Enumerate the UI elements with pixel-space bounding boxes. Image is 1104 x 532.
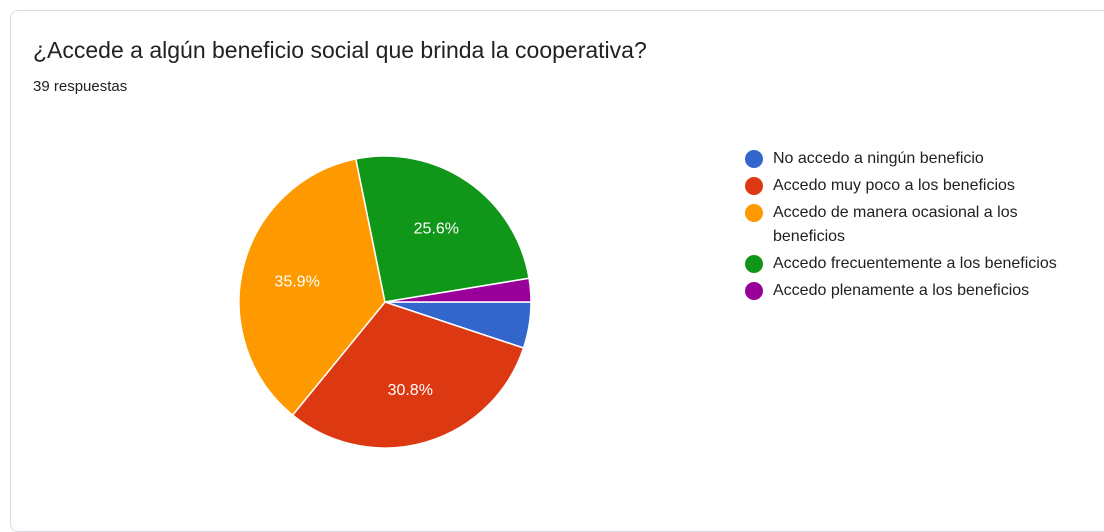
legend-swatch [745,204,763,222]
pie-chart: 30.8% 35.9% 25.6% [238,155,532,449]
slice-label-2: 30.8% [388,382,433,399]
slice-label-4: 25.6% [414,220,459,237]
legend-label: Accedo muy poco a los beneficios [773,177,1015,194]
legend-item[interactable]: Accedo de manera ocasional a los benefic… [745,201,1095,249]
legend-swatch [745,177,763,195]
legend-label: Accedo plenamente a los beneficios [773,282,1030,299]
pie-slice-3[interactable] [238,158,386,417]
legend-swatch [745,150,763,168]
legend-swatch [745,255,763,273]
question-card [10,10,1104,532]
legend-label: Accedo frecuentemente a los beneficios [773,255,1057,272]
pie-slice-4[interactable] [354,155,530,303]
legend-item[interactable]: Accedo plenamente a los beneficios [745,279,1095,303]
question-title: ¿Accede a algún beneficio social que bri… [33,37,647,63]
legend-item[interactable]: Accedo frecuentemente a los beneficios [745,252,1095,276]
response-count: 39 respuestas [33,78,128,95]
pie-slice-2[interactable] [291,301,525,449]
slice-label-3: 35.9% [274,273,319,290]
legend-swatch [745,282,763,300]
legend-label: No accedo a ningún beneficio [773,150,984,167]
legend-item[interactable]: Accedo muy poco a los beneficios [745,174,1095,198]
pie-slice-5[interactable] [384,277,532,303]
legend-item[interactable]: No accedo a ningún beneficio [745,147,1095,171]
legend-label: Accedo de manera ocasional a los benefic… [773,204,1018,245]
chart-legend: No accedo a ningún beneficio Accedo muy p… [745,147,1095,306]
